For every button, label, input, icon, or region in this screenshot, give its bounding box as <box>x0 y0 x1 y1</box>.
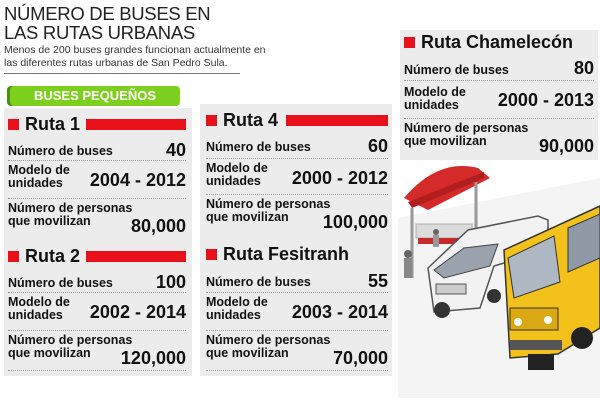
modelo-value: 2000 - 2012 <box>291 168 388 188</box>
row-divider <box>404 80 594 81</box>
buses-label: Número de buses <box>8 144 113 158</box>
red-square-marker <box>206 249 217 260</box>
modelo-label: Modelo de unidades <box>206 295 268 322</box>
route-name: Ruta Fesitranh <box>223 244 350 264</box>
modelo-label: Modelo de unidades <box>206 161 268 188</box>
row-divider <box>206 292 388 293</box>
modelo-label: Modelo de unidades <box>8 163 70 190</box>
personas-value: 90,000 <box>538 136 594 156</box>
red-square-marker <box>8 119 19 130</box>
route-block-ruta-1: Ruta 1 Número de buses 40 Modelo de unid… <box>8 114 186 240</box>
modelo-label: Modelo de unidades <box>8 295 70 322</box>
row-divider <box>206 194 388 195</box>
buses-value: 100 <box>155 272 186 292</box>
route-name: Ruta 2 <box>25 246 81 266</box>
small-buses-badge: BUSES PEQUEÑOS <box>10 86 180 106</box>
route-header: Ruta Chamelecón <box>404 32 594 54</box>
route-block-ruta-2: Ruta 2 Número de buses 100 Modelo de uni… <box>8 246 186 372</box>
bus-stop-illustration-icon <box>398 166 600 398</box>
modelo-label: Modelo de unidades <box>404 85 466 112</box>
modelo-value: 2000 - 2013 <box>497 90 594 110</box>
personas-value: 120,000 <box>120 348 186 368</box>
route-header: Ruta Fesitranh <box>206 244 388 266</box>
red-bar <box>86 251 186 262</box>
route-name: Ruta Chamelecón <box>421 32 574 52</box>
buses-value: 60 <box>367 136 388 156</box>
route-header: Ruta 2 <box>8 246 186 268</box>
buses-label: Número de buses <box>206 275 311 289</box>
subtitle-underline <box>4 73 240 74</box>
modelo-value: 2003 - 2014 <box>291 302 388 322</box>
row-divider <box>8 330 186 331</box>
buses-label: Número de buses <box>8 276 113 290</box>
personas-label: Número de personas que movilizan <box>8 333 133 360</box>
row-divider <box>8 160 186 161</box>
route-header: Ruta 4 <box>206 110 388 132</box>
row-divider <box>8 292 186 293</box>
row-divider <box>206 370 388 371</box>
row-divider <box>206 330 388 331</box>
route-header: Ruta 1 <box>8 114 186 136</box>
modelo-value: 2002 - 2014 <box>89 302 186 322</box>
personas-label: Número de personas que movilizan <box>404 121 529 148</box>
bus-illustration <box>398 158 600 398</box>
buses-label: Número de buses <box>404 63 509 77</box>
route-block-ruta-fesitranh: Ruta Fesitranh Número de buses 55 Modelo… <box>206 244 388 372</box>
route-block-ruta-chamelecon: Ruta Chamelecón Número de buses 80 Model… <box>404 32 594 158</box>
personas-value: 80,000 <box>130 216 186 236</box>
route-name: Ruta 4 <box>223 110 279 130</box>
route-block-ruta-4: Ruta 4 Número de buses 60 Modelo de unid… <box>206 110 388 236</box>
buses-value: 55 <box>367 271 388 291</box>
red-bar <box>286 115 388 126</box>
right-column-card <box>400 30 598 160</box>
page-title: NÚMERO DE BUSES EN LAS RUTAS URBANAS <box>4 3 211 43</box>
row-divider <box>8 198 186 199</box>
page-subtitle: Menos de 200 buses grandes funcionan act… <box>4 44 266 69</box>
personas-label: Número de personas que movilizan <box>8 201 133 228</box>
buses-label: Número de buses <box>206 140 311 154</box>
red-bar <box>86 119 186 130</box>
personas-label: Número de personas que movilizan <box>206 333 331 360</box>
row-divider <box>8 370 186 371</box>
modelo-value: 2004 - 2012 <box>89 170 186 190</box>
red-square-marker <box>8 251 19 262</box>
row-divider <box>206 158 388 159</box>
red-square-marker <box>206 115 217 126</box>
left-column-card <box>4 108 192 376</box>
personas-value: 70,000 <box>332 348 388 368</box>
row-divider <box>404 118 594 119</box>
personas-value: 100,000 <box>322 212 388 232</box>
buses-value: 40 <box>165 140 186 160</box>
red-square-marker <box>404 37 415 48</box>
personas-label: Número de personas que movilizan <box>206 197 331 224</box>
route-name: Ruta 1 <box>25 114 81 134</box>
buses-value: 80 <box>573 58 594 78</box>
